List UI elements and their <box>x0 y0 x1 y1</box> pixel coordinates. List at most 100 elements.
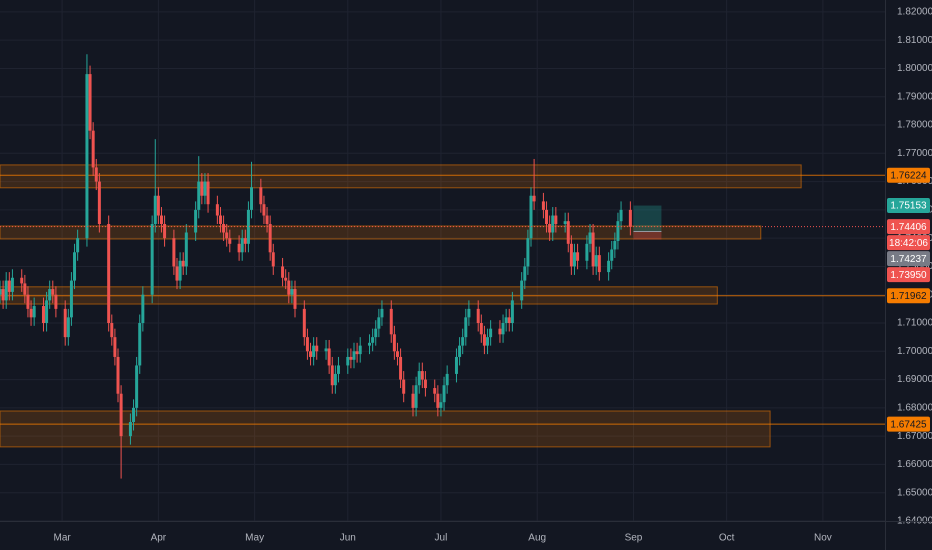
zone <box>0 410 771 448</box>
candle-body <box>163 224 167 239</box>
price-tag <box>887 416 930 432</box>
candle-body <box>414 385 418 408</box>
candle-body <box>54 294 58 309</box>
candle-body <box>520 280 524 301</box>
candle-body <box>309 351 313 357</box>
candle-body <box>476 308 480 324</box>
candle-body <box>175 266 179 281</box>
candle-body <box>576 252 580 261</box>
y-tick-label: 1.77000 <box>897 148 932 159</box>
candle-body <box>610 249 614 261</box>
y-tick-label: 1.78000 <box>897 120 932 131</box>
candle-body <box>374 328 378 338</box>
position-target <box>633 205 662 232</box>
x-tick-label: Aug <box>528 533 546 544</box>
candle-body <box>510 300 514 324</box>
candle-body <box>172 238 176 267</box>
candle-body <box>498 328 502 335</box>
candle-body <box>439 402 443 408</box>
candle-body <box>262 204 266 216</box>
candle-body <box>203 181 207 196</box>
price-tag <box>887 267 930 283</box>
candle-body <box>194 209 198 233</box>
zone <box>0 164 802 189</box>
price-tag-label: 1.76224 <box>890 170 927 181</box>
candle-body <box>628 209 632 227</box>
candle-body <box>290 289 294 295</box>
candle-body <box>619 209 623 222</box>
position-stop <box>633 231 662 240</box>
candle-body <box>352 351 356 360</box>
candle-body <box>380 308 384 318</box>
candle-body <box>420 371 424 380</box>
y-tick-label: 1.79000 <box>897 91 932 102</box>
price-tag-label: 1.73950 <box>890 270 927 281</box>
candle-body <box>66 317 70 338</box>
candle-body <box>197 181 201 210</box>
candle-body <box>458 345 462 357</box>
candle-body <box>51 289 55 295</box>
y-tick-label: 1.68000 <box>897 403 932 414</box>
candle-body <box>442 385 446 403</box>
candle-body <box>324 348 328 352</box>
candle-body <box>545 209 549 225</box>
candle-body <box>32 306 36 318</box>
x-tick-label: Jun <box>340 533 356 544</box>
candle-body <box>128 422 132 437</box>
candle-body <box>293 289 297 309</box>
candle-body <box>349 356 353 360</box>
candle-body <box>541 201 545 210</box>
candle-body <box>507 317 511 324</box>
price-tag-label: 1.75153 <box>890 201 927 212</box>
candle-body <box>504 317 508 324</box>
candle-body <box>554 215 558 225</box>
candle-body <box>436 393 440 408</box>
candle-body <box>222 224 226 233</box>
price-tag <box>887 288 930 304</box>
candle-body <box>411 393 415 408</box>
candle-body <box>135 365 139 408</box>
candle-body <box>91 130 95 168</box>
candle-body <box>1 289 5 301</box>
candle-body <box>29 308 33 318</box>
y-tick-label: 1.69000 <box>897 374 932 385</box>
candle-body <box>218 215 222 225</box>
candle-body <box>4 280 8 301</box>
y-tick-label: 1.70000 <box>897 346 932 357</box>
x-tick-label: Jul <box>435 533 448 544</box>
candle-body <box>445 373 449 386</box>
candle-body <box>265 215 269 225</box>
candle-body <box>116 356 120 394</box>
candle-body <box>566 221 570 244</box>
candle-body <box>225 232 229 239</box>
candle-body <box>119 393 123 437</box>
candle-body <box>110 323 114 338</box>
y-tick-label: 1.81000 <box>897 35 932 46</box>
candle-body <box>302 308 306 338</box>
candle-body <box>597 255 601 273</box>
candle-body <box>88 74 92 131</box>
candle-body <box>228 238 232 244</box>
candle-body <box>150 224 154 295</box>
candle-body <box>333 373 337 386</box>
candle-body <box>395 351 399 357</box>
candle-body <box>523 266 527 281</box>
price-tag <box>887 219 930 235</box>
candle-body <box>461 337 465 346</box>
candle-body <box>69 280 73 318</box>
x-tick-label: Oct <box>719 533 735 544</box>
y-tick-label: 1.65000 <box>897 487 932 498</box>
candle-body <box>305 337 309 352</box>
candle-body <box>399 356 403 380</box>
candle-body <box>7 280 11 292</box>
candle-body <box>433 388 437 394</box>
x-tick-label: May <box>245 533 264 544</box>
candle-body <box>489 328 493 338</box>
candle-body <box>23 283 27 295</box>
candle-body <box>569 243 573 267</box>
candle-body <box>113 337 117 357</box>
candle-body <box>591 232 595 267</box>
candle-body <box>156 195 160 216</box>
candle-body <box>246 209 250 244</box>
